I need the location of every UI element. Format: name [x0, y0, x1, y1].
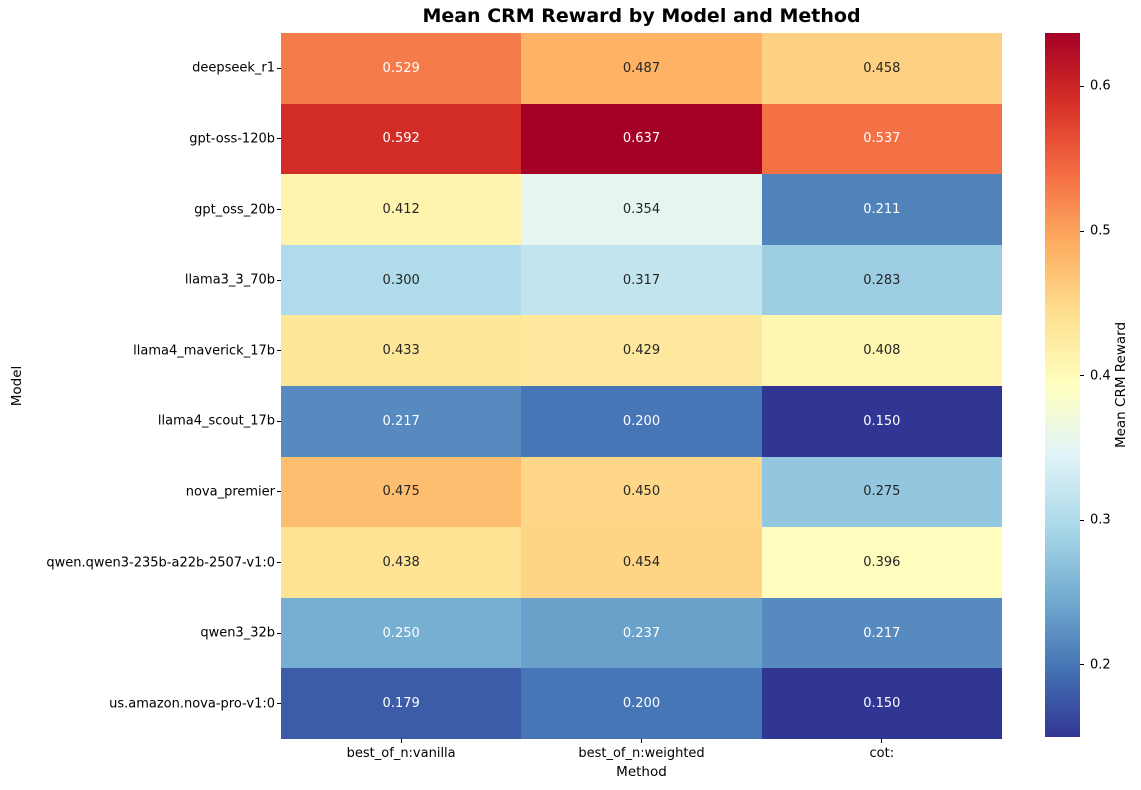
heatmap-cell: 0.179	[281, 668, 522, 739]
heatmap-cell: 0.412	[281, 174, 522, 245]
y-tick-label: gpt_oss_20b	[194, 202, 275, 217]
heatmap-cell: 0.217	[761, 597, 1002, 669]
colorbar-tick-label: 0.5	[1090, 223, 1111, 239]
x-tick-label: best_of_n:vanilla	[346, 746, 456, 761]
x-tick-mark	[400, 739, 402, 743]
heatmap-cell: 0.354	[521, 174, 762, 245]
y-tick-mark	[277, 67, 281, 69]
y-tick-mark	[277, 350, 281, 352]
heatmap-cell: 0.438	[281, 527, 522, 598]
y-tick-mark	[277, 279, 281, 281]
y-tick-label: gpt-oss-120b	[189, 131, 275, 147]
y-tick-mark	[277, 209, 281, 210]
y-tick-label: llama4_scout_17b	[157, 413, 275, 429]
heatmap-cell: 0.317	[521, 244, 762, 316]
y-tick-label: nova_premier	[185, 484, 275, 500]
heatmap-cell: 0.211	[761, 174, 1002, 245]
heatmap-cell: 0.529	[281, 33, 522, 104]
colorbar-tick-label: 0.4	[1090, 368, 1111, 384]
heatmap-cell: 0.475	[281, 456, 522, 528]
heatmap-cell: 0.283	[761, 244, 1002, 316]
x-tick-label: cot:	[869, 746, 895, 761]
colorbar-tick-mark	[1080, 230, 1084, 232]
heatmap-cell: 0.637	[521, 103, 762, 175]
heatmap-cell: 0.396	[761, 527, 1002, 598]
colorbar-tick-mark	[1080, 85, 1084, 87]
heatmap-cell: 0.458	[761, 33, 1002, 104]
heatmap-cell: 0.250	[281, 597, 522, 669]
heatmap-cell: 0.217	[281, 385, 522, 457]
heatmap-cell: 0.408	[761, 315, 1002, 386]
heatmap-cell: 0.150	[761, 385, 1002, 457]
heatmap-cell: 0.237	[521, 597, 762, 669]
heatmap-cell: 0.429	[521, 315, 762, 386]
y-tick-label: deepseek_r1	[192, 60, 275, 76]
x-tick-mark	[641, 739, 642, 743]
heatmap-grid: 0.529 0.487 0.458 0.592 0.637 0.537 0.412 0.354…	[281, 33, 1002, 739]
colorbar-tick-label: 0.6	[1090, 78, 1111, 94]
y-tick-mark	[277, 491, 281, 493]
heatmap-cell: 0.537	[761, 103, 1002, 175]
heatmap-cell: 0.150	[761, 668, 1002, 739]
x-axis-label: Method	[616, 764, 667, 780]
y-tick-mark	[277, 138, 281, 140]
heatmap-cell: 0.200	[521, 385, 762, 457]
y-tick-label: qwen3_32b	[200, 625, 275, 641]
colorbar-tick-mark	[1080, 375, 1084, 377]
heatmap-cell: 0.275	[761, 456, 1002, 528]
y-tick-mark	[277, 420, 281, 422]
x-tick-mark	[881, 739, 883, 743]
y-tick-label: qwen.qwen3-235b-a22b-2507-v1:0	[46, 555, 275, 570]
colorbar-tick-label: 0.3	[1090, 512, 1111, 528]
y-axis-label: Model	[9, 365, 25, 407]
colorbar-gradient	[1045, 33, 1080, 737]
heatmap-cell: 0.454	[521, 527, 762, 598]
colorbar-tick-mark	[1080, 519, 1084, 521]
heatmap-cell: 0.300	[281, 244, 522, 316]
x-tick-label: best_of_n:weighted	[578, 746, 705, 761]
y-tick-mark	[277, 703, 281, 705]
heatmap-cell: 0.200	[521, 668, 762, 739]
heatmap-cell: 0.450	[521, 456, 762, 528]
chart-title: Mean CRM Reward by Model and Method	[422, 5, 861, 27]
colorbar-tick-label: 0.2	[1090, 657, 1111, 673]
heatmap-cell: 0.433	[281, 315, 522, 386]
y-tick-mark	[277, 632, 281, 634]
y-tick-label: llama3_3_70b	[184, 272, 275, 288]
heatmap-cell: 0.592	[281, 103, 522, 175]
colorbar-tick-mark	[1080, 664, 1084, 666]
heatmap-cell: 0.487	[521, 33, 762, 104]
y-tick-label: llama4_maverick_17b	[133, 343, 275, 359]
y-tick-label: us.amazon.nova-pro-v1:0	[109, 696, 275, 712]
y-tick-mark	[277, 562, 281, 563]
colorbar-label: Mean CRM Reward	[1113, 321, 1129, 449]
